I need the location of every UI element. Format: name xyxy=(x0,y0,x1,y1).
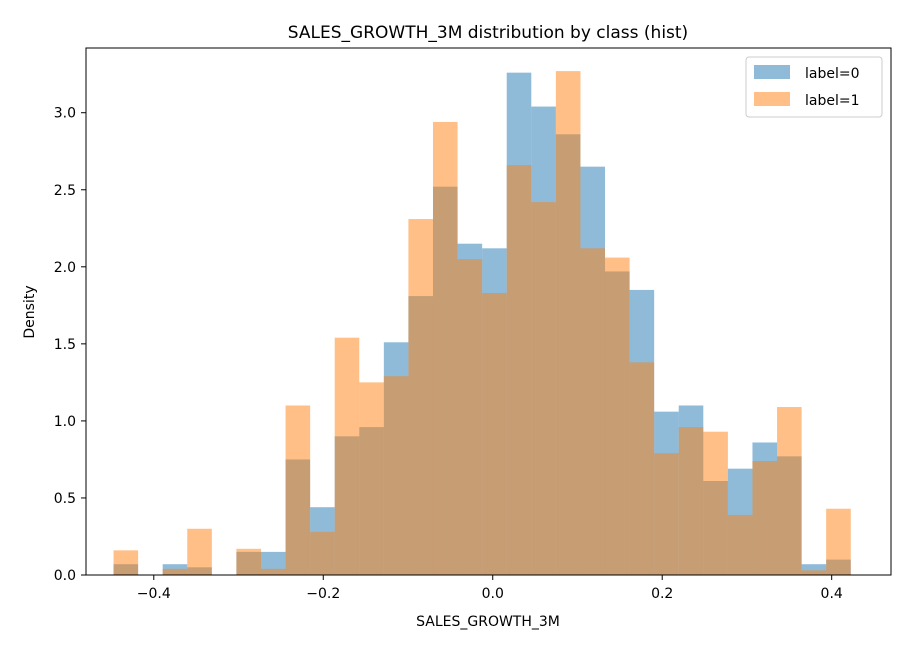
histogram-bar-series-1-bin-16 xyxy=(506,165,532,575)
histogram-bar-series-1-bin-9 xyxy=(334,337,360,575)
histogram-bar-series-1-bin-2 xyxy=(162,568,188,575)
histogram-bar-series-1-bin-25 xyxy=(727,514,753,575)
legend-label-1: label=1 xyxy=(805,93,860,109)
legend: label=0 label=1 xyxy=(745,56,883,118)
histogram-bar-series-1-bin-24 xyxy=(703,431,728,575)
histogram-bar-series-1-bin-6 xyxy=(260,568,286,575)
histogram-bar-series-1-bin-3 xyxy=(187,528,212,575)
x-axis-label: SALES_GROWTH_3M xyxy=(416,614,560,630)
histogram-bar-series-1-bin-27 xyxy=(777,407,802,575)
histogram-bar-series-1-bin-28 xyxy=(801,570,827,575)
histogram-bar-series-1-bin-8 xyxy=(310,531,335,575)
y-tick-label-1: 0.5 xyxy=(54,491,76,507)
histogram-bar-series-1-bin-23 xyxy=(678,427,704,575)
y-tick-label-6: 3.0 xyxy=(54,106,76,122)
y-tick-label-5: 2.5 xyxy=(54,183,76,199)
x-tick-label-1: −0.2 xyxy=(306,586,340,602)
histogram-bar-series-1-bin-26 xyxy=(752,460,778,575)
bars-layer xyxy=(113,71,851,576)
legend-swatch-label-1 xyxy=(754,92,790,106)
legend-swatch-label-0 xyxy=(754,65,790,79)
legend-label-0: label=0 xyxy=(805,66,860,82)
histogram-bar-series-1-bin-15 xyxy=(482,293,507,575)
x-axis: −0.4 −0.2 0.0 0.2 0.4 xyxy=(137,575,843,602)
histogram-bar-series-1-bin-14 xyxy=(457,259,483,575)
histogram-bar-series-1-bin-12 xyxy=(408,219,433,575)
x-tick-label-3: 0.2 xyxy=(651,586,673,602)
histogram-bar-series-1-bin-19 xyxy=(580,248,606,575)
y-tick-label-0: 0.0 xyxy=(54,568,76,584)
x-tick-label-2: 0.0 xyxy=(482,586,504,602)
histogram-bar-series-1-bin-18 xyxy=(555,71,581,575)
axes-frame xyxy=(85,47,892,576)
histogram-bar-series-1-bin-20 xyxy=(605,257,630,575)
y-tick-label-2: 1.0 xyxy=(54,414,76,430)
y-tick-label-4: 2.0 xyxy=(54,260,76,276)
y-tick-label-3: 1.5 xyxy=(54,337,76,353)
histogram-bar-series-1-bin-17 xyxy=(531,202,556,575)
histogram-bar-series-1-bin-5 xyxy=(236,548,261,575)
y-axis: 0.0 0.5 1.0 1.5 2.0 2.5 3.0 xyxy=(54,106,86,584)
y-axis-label: Density xyxy=(22,285,38,338)
x-tick-label-4: 0.4 xyxy=(821,586,843,602)
histogram-bar-series-1-bin-7 xyxy=(285,405,311,575)
x-tick-label-0: −0.4 xyxy=(137,586,171,602)
histogram-bar-series-1-bin-13 xyxy=(432,121,458,576)
histogram-bar-series-1-bin-11 xyxy=(383,376,409,575)
histogram-bar-series-1-bin-22 xyxy=(654,453,679,575)
histogram-bar-series-1-bin-0 xyxy=(113,550,139,575)
histogram-bar-series-1-bin-29 xyxy=(826,508,851,575)
histogram-bar-series-1-bin-21 xyxy=(629,362,655,575)
chart-title: SALES_GROWTH_3M distribution by class (h… xyxy=(288,23,688,43)
histogram-bar-series-0-bin-28 xyxy=(801,564,827,575)
histogram-bar-series-1-bin-10 xyxy=(359,382,384,575)
